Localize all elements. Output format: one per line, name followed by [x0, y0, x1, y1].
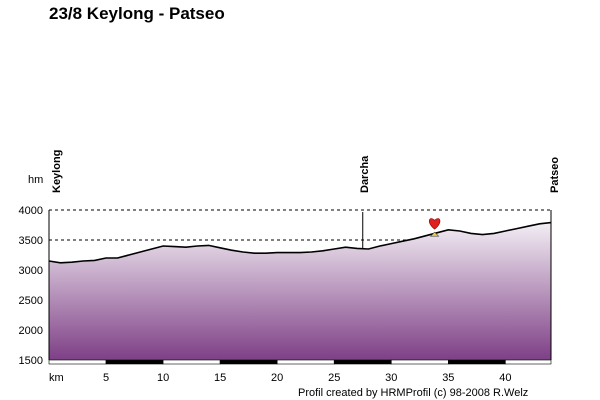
credit-text: Profil created by HRMProfil (c) 98-2008 … [298, 387, 529, 399]
x-tick-label-10: 10 [157, 372, 169, 384]
x-scale-segment-10 [162, 359, 221, 365]
y-tick-label-4000: 4000 [19, 205, 43, 217]
x-tick-label-35: 35 [442, 372, 454, 384]
x-tick-label-20: 20 [271, 372, 283, 384]
x-tick-label-30: 30 [385, 372, 397, 384]
x-tick-label-40: 40 [499, 372, 511, 384]
y-axis-label: hm [28, 174, 43, 186]
y-tick-label-2000: 2000 [19, 325, 43, 337]
y-tick-label-3500: 3500 [19, 235, 43, 247]
x-tick-label-25: 25 [328, 372, 340, 384]
y-tick-label-2500: 2500 [19, 295, 43, 307]
pass-marker-icon [429, 231, 440, 237]
x-scale-segment-35 [448, 359, 506, 365]
x-scale-segment-30 [390, 359, 449, 365]
y-tick-label-3000: 3000 [19, 265, 43, 277]
x-tick-label-5: 5 [103, 372, 109, 384]
x-scale-segment-0 [48, 359, 107, 365]
elevation-area [49, 222, 551, 360]
x-tick-label-15: 15 [214, 372, 226, 384]
x-scale-segment-5 [105, 359, 164, 365]
y-tick-label-1500: 1500 [19, 355, 43, 367]
chart-title: 23/8 Keylong - Patseo [49, 4, 225, 23]
x-scale-segment-15 [219, 359, 278, 365]
x-axis-label: km [49, 372, 64, 384]
elevation-line [48, 221, 552, 264]
x-scale-segment-25 [333, 359, 392, 365]
x-scale-segment-40 [505, 359, 552, 365]
place-label-patseo: Patseo [549, 157, 561, 193]
x-scale-segment-20 [276, 359, 335, 365]
heart-icon [429, 218, 441, 230]
place-label-keylong: Keylong [51, 150, 63, 193]
place-label-darcha: Darcha [359, 155, 371, 193]
